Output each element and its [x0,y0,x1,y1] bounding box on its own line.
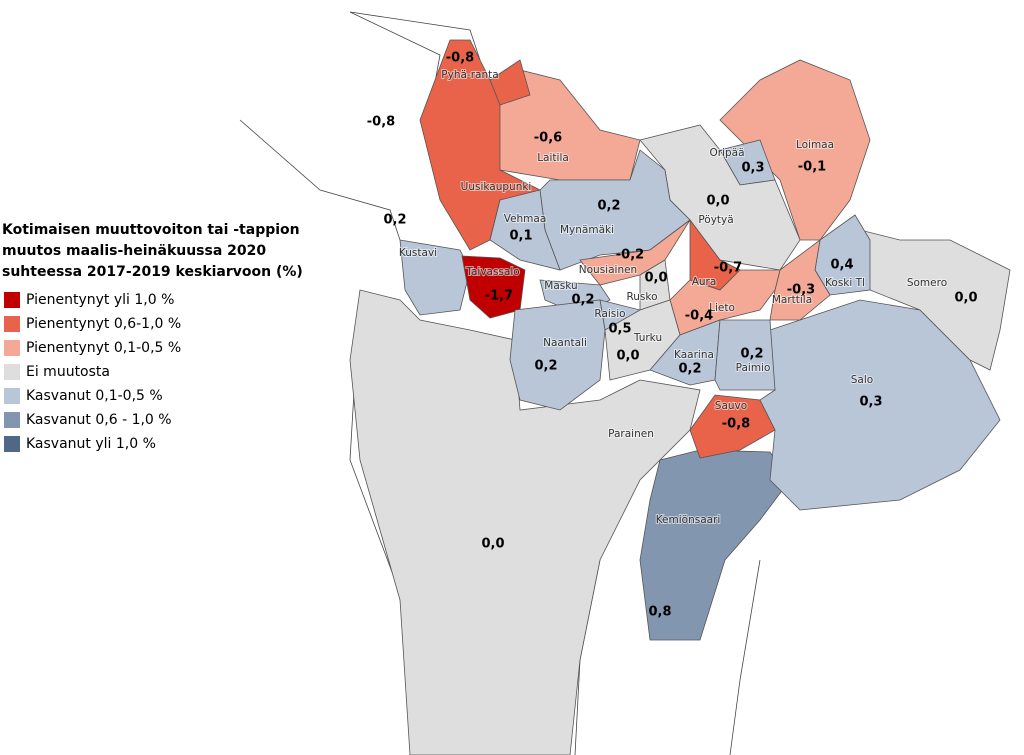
region-name: Loimaa [796,139,834,151]
region-name: Aura [692,276,717,288]
region-name: Laitila [537,152,569,164]
legend-label: Pienentynyt 0,1-0,5 % [26,340,181,356]
legend-label: Ei muutosta [26,364,110,380]
legend-title: Kotimaisen muuttovoiton tai -tappion [2,222,300,238]
region-value: 0,2 [740,347,763,362]
region-area [489,59,531,106]
region-value: -0,6 [534,131,562,146]
region-value: -1,7 [485,289,513,304]
legend-swatch [4,412,20,428]
legend-label: Pienentynyt 0,6-1,0 % [26,316,181,332]
region-name: Marttila [772,294,812,306]
region-value: 0,0 [706,194,729,209]
legend-swatch [4,364,20,380]
region-value: -0,4 [685,309,713,324]
region-area [714,319,776,391]
region-value: -0,3 [787,283,815,298]
region-value: 0,0 [481,537,504,552]
legend-label: Kasvanut 0,1-0,5 % [26,388,163,404]
legend-swatch [4,388,20,404]
region-value: -0,8 [722,417,750,432]
region-name: Kustavi [399,247,437,259]
region-name: Uusikaupunki [461,181,532,193]
region-name: Somero [907,277,947,289]
legend-title: muutos maalis-heinäkuussa 2020 [2,243,266,259]
legend-swatch [4,316,20,332]
regions [349,39,1011,755]
region-area [769,239,831,321]
region-value: 0,4 [830,258,853,273]
region-value: 0,2 [678,362,701,377]
region-value: 0,2 [571,293,594,308]
region-name: Raisio [594,308,625,320]
region-value: 0,0 [954,291,977,306]
region-value: -0,2 [616,248,644,263]
region-name: Koski Tl [825,277,865,289]
legend-swatch [4,340,20,356]
region-name: Kaarina [674,349,714,361]
region-name: Parainen [608,428,654,440]
region-value: 0,3 [859,395,882,410]
region-name: Turku [633,332,662,344]
region-area [489,189,561,271]
region-area [639,449,791,641]
region-value: 0,0 [616,349,639,364]
region-name: Taivassalo [465,266,519,278]
region-value: 0,1 [509,229,532,244]
region-name: Salo [851,374,873,386]
region-value: 0,2 [597,199,620,214]
region-value: -0,1 [798,160,826,175]
region-name: Kemiönsaari [656,514,721,526]
region-value: 0,2 [534,359,557,374]
legend: Kotimaisen muuttovoiton tai -tappion muut… [2,222,303,452]
region-value: -0,7 [714,261,742,276]
region-labels: Parainen 0,0 Kemiönsaari 0,8 Sauvo -0,8 Salo 0,… [367,51,978,620]
region-value: -0,8 [446,51,474,66]
region-name: Sauvo [715,400,747,412]
region-name: Masku [544,280,577,292]
region-value: 0,5 [608,322,631,337]
region-value: 0,2 [383,213,406,228]
region-name: Vehmaa [504,213,547,225]
region-value: -0,8 [367,115,395,130]
legend-label: Pienentynyt yli 1,0 % [26,292,174,308]
region-value: 0,3 [741,161,764,176]
region-name: Mynämäki [560,224,614,236]
region-name: Lieto [709,302,735,314]
region-name: Nousiainen [579,264,637,276]
region-area [489,69,641,181]
legend-label: Kasvanut yli 1,0 % [26,436,156,452]
legend-swatch [4,436,20,452]
region-name: Rusko [626,291,657,303]
region-area [509,299,606,411]
region-name: Pyhä-ranta [441,69,498,81]
region-name: Paimio [736,362,771,374]
region-area [859,229,1011,371]
region-value: 0,0 [644,271,667,286]
region-value: 0,8 [648,605,671,620]
legend-title: suhteessa 2017-2019 keskiarvoon (%) [2,264,303,280]
region-name: Pöytyä [698,214,733,226]
region-name: Oripää [709,147,744,159]
region-area [399,239,471,316]
legend-label: Kasvanut 0,6 - 1,0 % [26,412,172,428]
region-name: Naantali [543,337,587,349]
legend-swatch [4,292,20,308]
